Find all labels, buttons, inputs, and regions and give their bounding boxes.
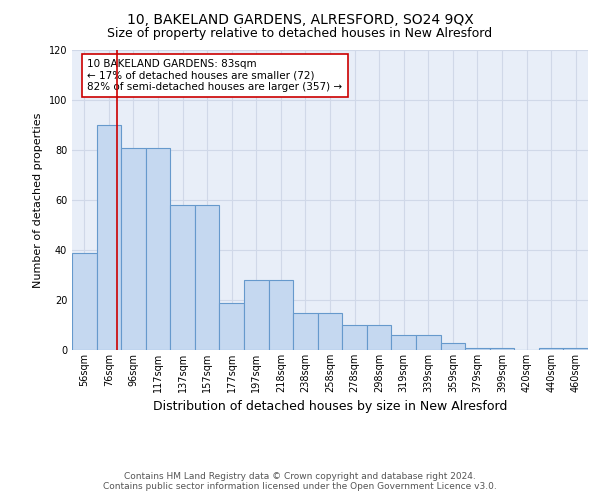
Bar bbox=[416, 335, 440, 350]
Bar bbox=[170, 205, 195, 350]
Bar bbox=[563, 348, 588, 350]
Bar bbox=[342, 325, 367, 350]
Text: Size of property relative to detached houses in New Alresford: Size of property relative to detached ho… bbox=[107, 28, 493, 40]
Bar bbox=[391, 335, 416, 350]
Text: Contains HM Land Registry data © Crown copyright and database right 2024.
Contai: Contains HM Land Registry data © Crown c… bbox=[103, 472, 497, 491]
Bar bbox=[269, 280, 293, 350]
Bar bbox=[539, 348, 563, 350]
Text: 10, BAKELAND GARDENS, ALRESFORD, SO24 9QX: 10, BAKELAND GARDENS, ALRESFORD, SO24 9Q… bbox=[127, 12, 473, 26]
Bar bbox=[195, 205, 220, 350]
Bar bbox=[97, 125, 121, 350]
X-axis label: Distribution of detached houses by size in New Alresford: Distribution of detached houses by size … bbox=[153, 400, 507, 413]
Bar bbox=[244, 280, 269, 350]
Text: 10 BAKELAND GARDENS: 83sqm
← 17% of detached houses are smaller (72)
82% of semi: 10 BAKELAND GARDENS: 83sqm ← 17% of deta… bbox=[88, 59, 343, 92]
Bar bbox=[367, 325, 391, 350]
Bar bbox=[220, 302, 244, 350]
Y-axis label: Number of detached properties: Number of detached properties bbox=[33, 112, 43, 288]
Bar bbox=[318, 312, 342, 350]
Bar bbox=[490, 348, 514, 350]
Bar bbox=[440, 342, 465, 350]
Bar bbox=[465, 348, 490, 350]
Bar bbox=[72, 252, 97, 350]
Bar bbox=[146, 148, 170, 350]
Bar bbox=[293, 312, 318, 350]
Bar bbox=[121, 148, 146, 350]
